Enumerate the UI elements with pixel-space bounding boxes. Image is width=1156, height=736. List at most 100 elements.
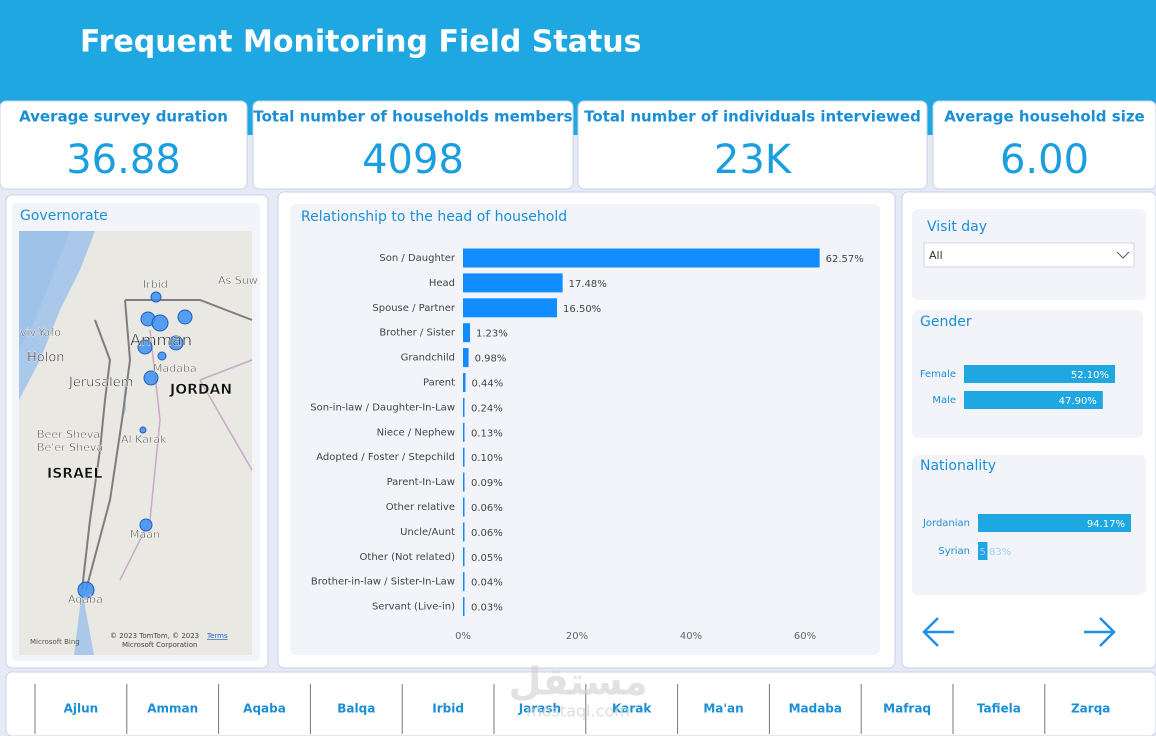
filter-label: Aqaba [243, 702, 286, 716]
map-provider: Microsoft Bing [30, 638, 80, 646]
value-label: 0.10% [471, 453, 503, 464]
value-label: 52.10% [1071, 370, 1109, 381]
bar[interactable] [463, 422, 465, 442]
kpi-label: Average survey duration [19, 108, 228, 126]
map-bubble[interactable] [168, 335, 184, 351]
kpi-card [0, 100, 248, 190]
category-label: Other relative [386, 502, 455, 513]
category-label: Parent-In-Law [387, 477, 455, 488]
kpi-card [577, 100, 928, 190]
bar[interactable] [463, 447, 465, 467]
bar[interactable] [463, 298, 558, 318]
value-label: 47.90% [1059, 396, 1097, 407]
map-title: Governorate [20, 208, 108, 224]
map-attribution: © 2023 TomTom, © 2023 [110, 632, 199, 640]
map-bubble[interactable] [143, 370, 159, 386]
bar[interactable] [463, 323, 471, 343]
bar[interactable] [463, 472, 465, 492]
value-label: 0.13% [471, 428, 503, 439]
category-label: Uncle/Aunt [400, 527, 455, 538]
map-label: Maan [130, 528, 160, 541]
filter-label: Jarash [518, 702, 561, 716]
map[interactable] [19, 231, 253, 655]
map-label: Jerusalem [68, 376, 133, 391]
value-label: 0.09% [471, 478, 503, 489]
category-label: Head [429, 278, 455, 289]
category-label: Niece / Nephew [377, 427, 455, 438]
bar[interactable] [463, 373, 466, 392]
map-bubble[interactable] [137, 339, 153, 355]
bar[interactable] [463, 572, 465, 592]
map-attribution: Microsoft Corporation [122, 641, 197, 649]
bar[interactable] [463, 497, 465, 517]
value-label: 0.06% [471, 503, 503, 514]
filter-label: Ma'an [703, 702, 743, 716]
map-bubble[interactable] [77, 581, 95, 599]
category-label: Brother / Sister [379, 328, 456, 339]
page-title: Frequent Monitoring Field Status [80, 25, 642, 60]
map-bubble[interactable] [177, 309, 193, 325]
category-label: Other (Not related) [360, 552, 456, 563]
map-bubble[interactable] [150, 291, 162, 303]
x-tick-label: 20% [566, 631, 588, 642]
filter-label: Karak [612, 702, 652, 716]
filter-label: Irbid [432, 702, 464, 716]
map-label: Aqaba [68, 593, 103, 606]
kpi-value: 4098 [362, 137, 464, 183]
category-label: Grandchild [401, 353, 455, 364]
filter-label: Tafiela [977, 702, 1021, 716]
kpi-value: 23K [714, 137, 793, 183]
value-label: 62.57% [826, 254, 864, 265]
map-bubble[interactable] [157, 351, 167, 361]
category-label: Servant (Live-in) [372, 602, 455, 613]
map-bubble[interactable] [151, 314, 169, 332]
bar[interactable] [463, 547, 465, 567]
bar[interactable] [964, 391, 1103, 409]
map-sea [74, 590, 94, 655]
map-label: Irbid [143, 278, 168, 291]
dropdown-chevron [1116, 251, 1130, 259]
bar[interactable] [463, 397, 465, 417]
map-bubble[interactable] [139, 426, 147, 434]
bar[interactable] [978, 542, 988, 560]
value-label: 0.05% [471, 553, 503, 564]
value-label: 0.24% [471, 403, 503, 414]
bar[interactable] [463, 348, 469, 368]
map-label: JORDAN [169, 382, 232, 398]
value-label: 94.17% [1087, 519, 1125, 530]
slicer-dropdown[interactable] [923, 242, 1135, 268]
bar[interactable] [463, 273, 563, 293]
bar[interactable] [463, 248, 820, 268]
x-tick-label: 40% [680, 631, 702, 642]
value-label: 1.23% [476, 329, 508, 340]
category-label: Jordanian [922, 518, 970, 529]
slicer-title: Visit day [927, 219, 987, 235]
bar[interactable] [463, 597, 465, 617]
category-label: Parent [423, 378, 455, 389]
chart-title: Relationship to the head of household [301, 209, 567, 225]
value-label: 5.83% [979, 547, 1011, 558]
filter-label: Amman [147, 702, 198, 716]
chart-title: Nationality [920, 458, 996, 474]
bar[interactable] [978, 514, 1131, 532]
value-label: 17.48% [569, 279, 607, 290]
chart-card [290, 204, 880, 655]
map-label: Al Karak [121, 433, 167, 446]
filter-label: Mafraq [883, 702, 931, 716]
kpi-card [252, 100, 574, 190]
map-border [125, 299, 253, 321]
next-arrow [1084, 617, 1116, 647]
category-label: Adopted / Foster / Stepchild [316, 452, 455, 463]
kpi-label: Total number of individuals interviewed [584, 108, 921, 126]
chart-title: Gender [920, 314, 972, 330]
map-bubble[interactable] [139, 518, 153, 532]
kpi-value: 36.88 [66, 137, 181, 183]
bar[interactable] [463, 522, 465, 542]
map-label: ISRAEL [47, 466, 102, 482]
value-label: 0.04% [471, 578, 503, 589]
map-label: Be'er Sheva [37, 441, 103, 454]
map-terms[interactable]: Terms [206, 632, 228, 640]
x-tick-label: 60% [794, 631, 816, 642]
bar[interactable] [964, 365, 1115, 383]
